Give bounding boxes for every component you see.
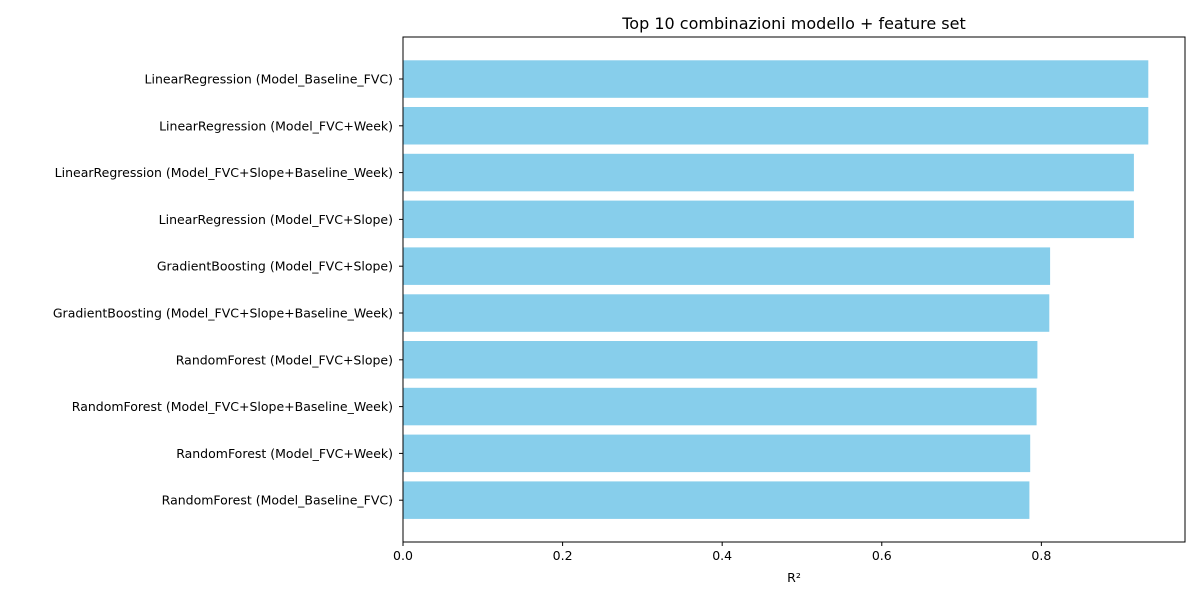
x-tick-label: 0.2 (553, 548, 573, 563)
x-tick-label: 0.4 (712, 548, 732, 563)
category-labels: LinearRegression (Model_Baseline_FVC) Lin… (53, 72, 403, 508)
x-axis-ticks: 0.0 0.2 0.4 0.6 0.8 (393, 542, 1051, 563)
x-tick-label: 0.8 (1031, 548, 1051, 563)
category-label: RandomForest (Model_FVC+Slope+Baseline_W… (72, 399, 393, 414)
x-tick-label: 0.0 (393, 548, 413, 563)
bar (403, 434, 1031, 473)
category-label: RandomForest (Model_Baseline_FVC) (162, 493, 393, 508)
plot-frame (402, 36, 1186, 543)
bar (403, 60, 1149, 98)
chart-title: Top 10 combinazioni modello + feature se… (621, 14, 966, 33)
x-tick-label: 0.6 (872, 548, 892, 563)
category-label: GradientBoosting (Model_FVC+Slope) (157, 259, 393, 274)
bar (403, 107, 1149, 145)
category-label: LinearRegression (Model_FVC+Slope+Baseli… (55, 165, 393, 180)
bar (403, 387, 1037, 426)
category-label: LinearRegression (Model_FVC+Slope) (159, 212, 393, 227)
bar (403, 247, 1051, 285)
category-label: LinearRegression (Model_FVC+Week) (159, 118, 393, 133)
bar (403, 294, 1050, 332)
bar (403, 481, 1030, 519)
category-label: LinearRegression (Model_Baseline_FVC) (145, 72, 393, 87)
category-label: RandomForest (Model_FVC+Week) (176, 446, 393, 461)
category-label: GradientBoosting (Model_FVC+Slope+Baseli… (53, 306, 393, 321)
bars-group (403, 60, 1149, 519)
bar (403, 153, 1134, 192)
bar (403, 200, 1134, 239)
bar (403, 341, 1038, 379)
category-label: RandomForest (Model_FVC+Slope) (176, 352, 393, 367)
x-axis-label: R² (787, 570, 801, 585)
